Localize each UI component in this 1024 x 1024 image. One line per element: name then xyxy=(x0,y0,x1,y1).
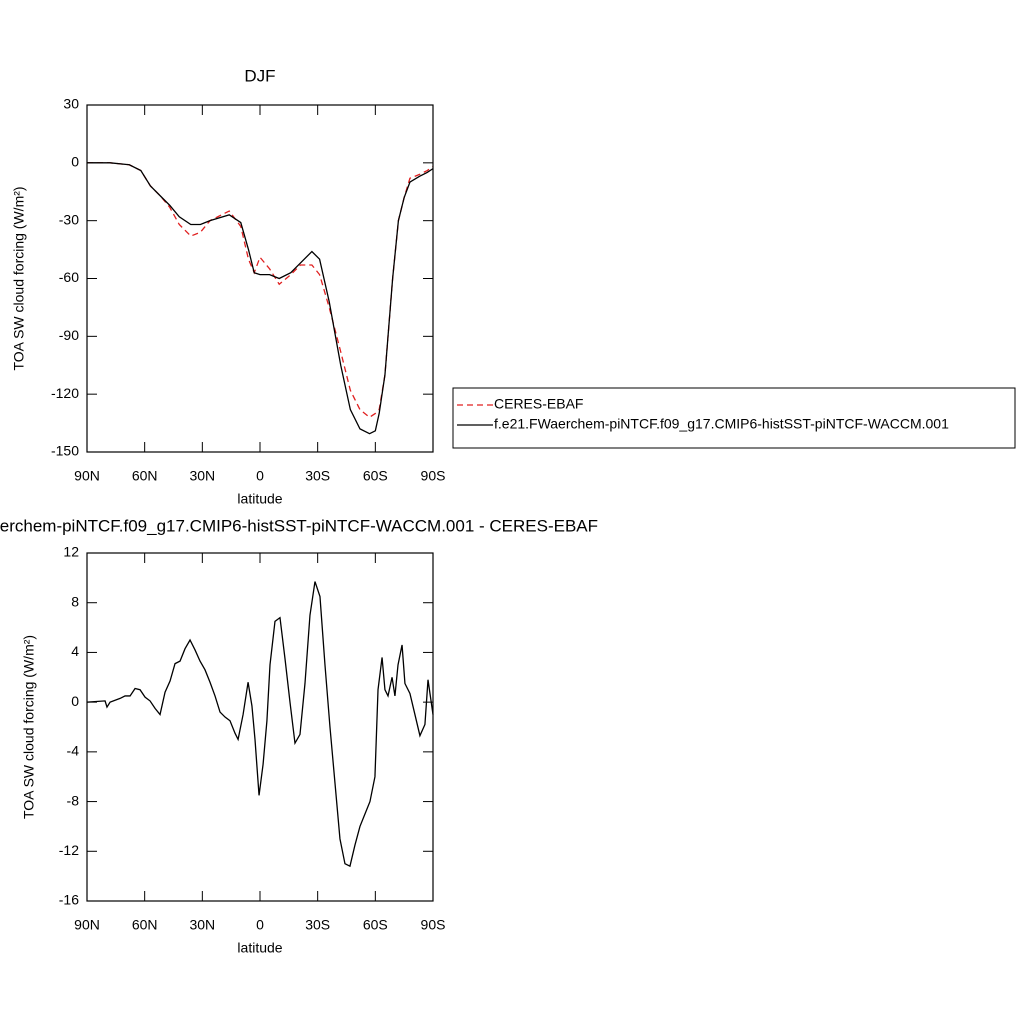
y-axis-label: TOA SW cloud forcing (W/m²) xyxy=(11,186,27,370)
x-tick-label: 30S xyxy=(305,468,330,484)
x-tick-label: 90S xyxy=(421,917,446,933)
x-tick-label: 60S xyxy=(363,917,388,933)
y-tick-label: 0 xyxy=(71,154,79,170)
y-tick-label: 8 xyxy=(71,593,79,609)
y-tick-label: 0 xyxy=(71,693,79,709)
x-tick-label: 60N xyxy=(132,917,158,933)
legend-box xyxy=(452,387,1016,449)
chart-title: f.e21.FWaerchem-piNTCF.f09_g17.CMIP6-his… xyxy=(0,516,598,535)
legend-label: f.e21.FWaerchem-piNTCF.f09_g17.CMIP6-his… xyxy=(494,416,949,432)
plot-frame xyxy=(86,552,434,902)
x-tick-label: 30S xyxy=(305,917,330,933)
plot-frame xyxy=(86,104,434,453)
line-series xyxy=(86,581,434,868)
x-tick-label: 90S xyxy=(421,468,446,484)
y-tick-label: -30 xyxy=(59,211,79,227)
y-tick-label: -60 xyxy=(59,269,79,285)
chart-title: DJF xyxy=(244,66,275,85)
x-tick-label: 60S xyxy=(363,468,388,484)
x-tick-label: 90N xyxy=(74,468,100,484)
y-tick-label: -150 xyxy=(51,443,79,459)
x-tick-label: 0 xyxy=(256,468,264,484)
y-tick-label: -8 xyxy=(67,792,80,808)
y-tick-label: -12 xyxy=(59,842,79,858)
y-tick-label: 30 xyxy=(63,96,79,112)
y-tick-label: 12 xyxy=(63,544,79,560)
y-tick-label: -16 xyxy=(59,892,79,908)
line-series xyxy=(87,162,434,419)
y-tick-label: 4 xyxy=(71,643,79,659)
y-tick-label: -4 xyxy=(67,743,80,759)
x-axis-label: latitude xyxy=(237,491,282,507)
x-axis-label: latitude xyxy=(237,940,282,956)
y-axis-label: TOA SW cloud forcing (W/m²) xyxy=(21,635,37,819)
line-series xyxy=(87,162,434,435)
x-tick-label: 60N xyxy=(132,468,158,484)
x-tick-label: 90N xyxy=(74,917,100,933)
y-tick-label: -120 xyxy=(51,385,79,401)
y-tick-label: -90 xyxy=(59,327,79,343)
x-tick-label: 30N xyxy=(189,917,215,933)
legend-label: CERES-EBAF xyxy=(494,396,583,412)
x-tick-label: 0 xyxy=(256,917,264,933)
x-tick-label: 30N xyxy=(189,468,215,484)
